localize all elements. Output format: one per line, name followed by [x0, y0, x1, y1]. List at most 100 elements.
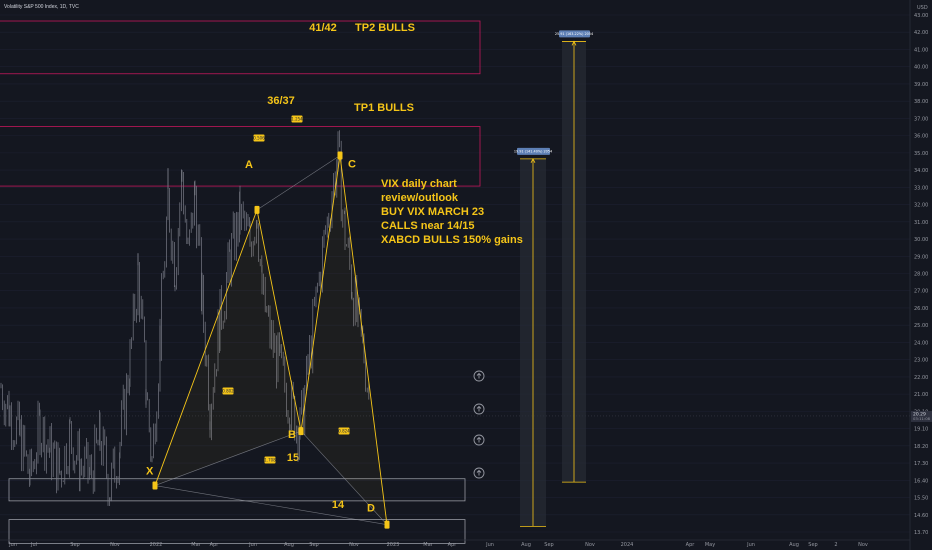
- y-tick-label: 19.10: [914, 427, 928, 433]
- arrow-up-icon[interactable]: [473, 403, 485, 415]
- y-tick-label: 40.00: [914, 65, 928, 71]
- pattern-diagonal: [300, 430, 388, 525]
- price-series: [0, 130, 370, 507]
- ratio-badge: [222, 387, 234, 395]
- last-price-countdown: 03:11:08: [913, 416, 931, 421]
- x-tick-label: 2022: [150, 542, 163, 548]
- zone-box: [8, 478, 466, 502]
- pattern-point-marker: [384, 520, 390, 529]
- x-tick-label: Sep: [808, 542, 817, 548]
- projection-badge: [517, 147, 550, 155]
- x-tick-label: Sep: [309, 542, 318, 548]
- note-line-1: VIX daily chart: [381, 178, 457, 190]
- y-tick-label: 28.00: [914, 272, 928, 278]
- arrow-up-icon[interactable]: [473, 467, 485, 479]
- note-line-4: CALLS near 14/15: [381, 220, 475, 232]
- y-tick-label: 32.00: [914, 203, 928, 209]
- y-tick-label: 15.50: [914, 496, 928, 502]
- x-tick-label: Mar: [423, 542, 433, 548]
- y-tick-label: 17.30: [914, 461, 928, 467]
- last-price-value: 20.29: [913, 411, 926, 417]
- x-tick-label: Nov: [858, 542, 868, 548]
- x-tick-label: Jun: [248, 542, 257, 548]
- y-tick-label: 21.00: [914, 392, 928, 398]
- x-tick-label: Apr: [210, 542, 220, 548]
- x-tick-label: Sep: [544, 542, 553, 548]
- ratio-label: 1.708: [264, 457, 276, 462]
- pattern-point-marker: [152, 481, 158, 490]
- projection-badge: [559, 30, 590, 38]
- note-line-3: BUY VIX MARCH 23: [381, 206, 484, 218]
- zone-text: TP1 BULLS: [354, 102, 414, 114]
- projection-arrowhead: [571, 40, 577, 46]
- y-tick-label: 42.00: [914, 30, 928, 36]
- pattern-point-label: X: [146, 466, 154, 478]
- pattern-diagonal: [154, 485, 388, 525]
- arrow-up-icon[interactable]: [473, 434, 485, 446]
- ratio-label: 0.802: [222, 388, 234, 393]
- x-tick-label: Jun: [485, 542, 494, 548]
- zone-box: [8, 519, 466, 544]
- arrow-up-icon[interactable]: [473, 370, 485, 382]
- pattern-point-marker: [254, 205, 260, 214]
- instrument-title: Volatility S&P 500 Index, 1D, TVC: [4, 4, 79, 10]
- ratio-label: 0.506: [253, 135, 265, 140]
- x-tick-label: Nov: [349, 542, 359, 548]
- pattern-diagonal: [256, 155, 341, 211]
- ratio-badge: [264, 456, 276, 464]
- zone-text: TP2 BULLS: [355, 22, 415, 34]
- x-tick-label: 2024: [621, 542, 634, 548]
- ratio-label: 0.824: [338, 428, 350, 433]
- y-tick-label: 41.00: [914, 47, 928, 53]
- x-tick-label: 2: [834, 542, 837, 548]
- y-tick-label: 43.00: [914, 13, 928, 19]
- ratio-badge: [253, 134, 265, 142]
- projection-label: 25.91 (163.22%) 2054: [555, 32, 593, 36]
- y-tick-label: 26.00: [914, 306, 928, 312]
- analysis-note: VIX daily chart review/outlook BUY VIX M…: [381, 178, 523, 246]
- y-tick-label: 37.00: [914, 116, 928, 122]
- scroll-arrows[interactable]: [473, 370, 485, 479]
- x-tick-label: Jun: [8, 542, 17, 548]
- pattern-point-label: B: [288, 429, 296, 441]
- x-tick-label: Nov: [110, 542, 120, 548]
- x-tick-label: Aug: [284, 542, 294, 548]
- bcd-fill: [301, 155, 387, 525]
- zone-label: 41/42: [309, 22, 337, 34]
- pattern-point-label: D: [367, 503, 375, 515]
- y-tick-label: 23.00: [914, 358, 928, 364]
- ratio-badge: [338, 427, 350, 435]
- xab-fill: [155, 209, 301, 486]
- y-tick-label: 29.00: [914, 254, 928, 260]
- y-tick-label: 39.00: [914, 82, 928, 88]
- y-tick-label: 18.20: [914, 444, 928, 450]
- y-tick-label: 27.00: [914, 289, 928, 295]
- price-axis[interactable]: 13.7014.6015.5016.4017.3018.2019.1020.10…: [909, 0, 932, 550]
- zone-box: [0, 20, 481, 75]
- y-tick-label: 34.00: [914, 168, 928, 174]
- y-tick-label: 38.00: [914, 99, 928, 105]
- time-axis[interactable]: Jun Jul Sep Nov 2022 Mar Apr Jun Aug Sep Nov 2023 Ma…: [0, 539, 910, 548]
- projection-arrowhead: [530, 157, 536, 164]
- ratio-label: 1.254: [291, 116, 303, 121]
- x-tick-label: Mar: [191, 542, 201, 548]
- note-line-5: XABCD BULLS 150% gains: [381, 234, 523, 246]
- x-tick-label: Sep: [70, 542, 79, 548]
- y-tick-label: 36.00: [914, 134, 928, 140]
- x-tick-label: Nov: [585, 542, 595, 548]
- x-tick-label: Apr: [686, 542, 696, 548]
- y-tick-label: 25.00: [914, 323, 928, 329]
- note-line-2: review/outlook: [381, 192, 459, 204]
- zone-box: [0, 126, 481, 187]
- x-tick-label: Jun: [746, 542, 755, 548]
- y-tick-label: 13.70: [914, 530, 928, 536]
- pattern-point-marker: [298, 427, 304, 436]
- pattern-point-label: C: [348, 158, 356, 170]
- zone-label: 36/37: [267, 95, 295, 107]
- zone-label: 15: [287, 452, 299, 464]
- zone-label: 14: [332, 499, 345, 511]
- x-tick-label: Apr: [448, 542, 458, 548]
- grid-lines: [0, 14, 910, 533]
